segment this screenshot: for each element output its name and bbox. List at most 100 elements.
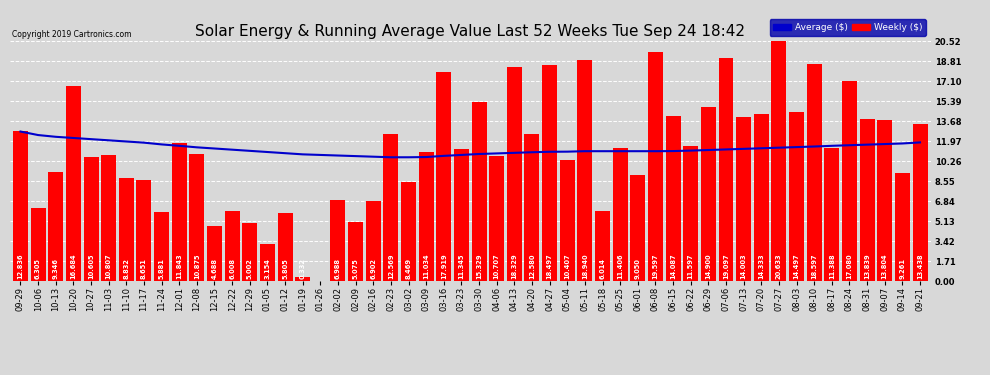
Text: 8.832: 8.832 xyxy=(124,258,130,279)
Bar xyxy=(348,222,363,281)
Bar xyxy=(631,176,645,281)
Bar xyxy=(119,178,134,281)
Text: 11.034: 11.034 xyxy=(423,254,429,279)
Bar xyxy=(101,155,116,281)
Text: 13.839: 13.839 xyxy=(864,254,870,279)
Text: 14.900: 14.900 xyxy=(705,254,712,279)
Bar xyxy=(789,112,804,281)
Bar xyxy=(842,81,857,281)
Bar xyxy=(683,146,698,281)
Bar xyxy=(171,143,187,281)
Bar xyxy=(913,124,928,281)
Bar xyxy=(753,114,769,281)
Legend: Average ($), Weekly ($): Average ($), Weekly ($) xyxy=(769,20,926,36)
Bar xyxy=(66,86,81,281)
Text: 9.261: 9.261 xyxy=(899,258,906,279)
Text: 5.002: 5.002 xyxy=(247,259,252,279)
Bar xyxy=(365,201,381,281)
Bar xyxy=(225,211,240,281)
Bar xyxy=(437,72,451,281)
Text: 0.332: 0.332 xyxy=(300,258,306,279)
Text: 18.329: 18.329 xyxy=(512,254,518,279)
Bar xyxy=(525,134,540,281)
Text: 11.843: 11.843 xyxy=(176,254,182,279)
Bar xyxy=(701,107,716,281)
Text: 5.881: 5.881 xyxy=(158,259,164,279)
Bar xyxy=(401,182,416,281)
Text: 8.651: 8.651 xyxy=(141,259,147,279)
Bar xyxy=(49,172,63,281)
Bar xyxy=(825,148,840,281)
Bar xyxy=(207,226,222,281)
Bar xyxy=(260,244,275,281)
Text: 18.940: 18.940 xyxy=(582,254,588,279)
Text: 14.497: 14.497 xyxy=(794,254,800,279)
Text: 11.597: 11.597 xyxy=(688,254,694,279)
Bar xyxy=(859,119,874,281)
Text: 11.345: 11.345 xyxy=(458,254,464,279)
Bar xyxy=(13,131,28,281)
Text: Copyright 2019 Cartronics.com: Copyright 2019 Cartronics.com xyxy=(12,30,132,39)
Text: 16.684: 16.684 xyxy=(70,254,76,279)
Bar xyxy=(189,154,204,281)
Text: 13.438: 13.438 xyxy=(917,254,923,279)
Text: 9.050: 9.050 xyxy=(635,259,641,279)
Bar xyxy=(559,159,575,281)
Bar xyxy=(419,152,434,281)
Bar xyxy=(31,207,46,281)
Text: 14.333: 14.333 xyxy=(758,254,764,279)
Text: 14.003: 14.003 xyxy=(741,254,746,279)
Bar xyxy=(877,120,892,281)
Bar xyxy=(719,58,734,281)
Bar xyxy=(807,64,822,281)
Text: 4.688: 4.688 xyxy=(212,258,218,279)
Text: 13.804: 13.804 xyxy=(882,254,888,279)
Text: 8.469: 8.469 xyxy=(406,258,412,279)
Bar xyxy=(137,180,151,281)
Text: 5.805: 5.805 xyxy=(282,259,288,279)
Text: 12.836: 12.836 xyxy=(18,254,24,279)
Bar xyxy=(647,52,663,281)
Text: 10.807: 10.807 xyxy=(106,254,112,279)
Bar xyxy=(383,134,398,281)
Text: 11.388: 11.388 xyxy=(829,254,835,279)
Text: 10.875: 10.875 xyxy=(194,254,200,279)
Text: 18.497: 18.497 xyxy=(546,254,552,279)
Text: 20.633: 20.633 xyxy=(776,254,782,279)
Bar xyxy=(454,148,469,281)
Text: 11.406: 11.406 xyxy=(617,254,623,279)
Text: 6.988: 6.988 xyxy=(335,258,341,279)
Text: 9.346: 9.346 xyxy=(52,258,58,279)
Bar xyxy=(489,156,504,281)
Bar xyxy=(595,211,610,281)
Text: 6.014: 6.014 xyxy=(600,258,606,279)
Bar xyxy=(737,117,751,281)
Bar xyxy=(665,117,680,281)
Text: 3.154: 3.154 xyxy=(264,259,270,279)
Text: 12.569: 12.569 xyxy=(388,254,394,279)
Text: 10.407: 10.407 xyxy=(564,254,570,279)
Text: 14.087: 14.087 xyxy=(670,254,676,279)
Text: 18.597: 18.597 xyxy=(811,254,817,279)
Title: Solar Energy & Running Average Value Last 52 Weeks Tue Sep 24 18:42: Solar Energy & Running Average Value Las… xyxy=(195,24,745,39)
Bar xyxy=(507,67,522,281)
Text: 10.605: 10.605 xyxy=(88,254,94,279)
Text: 6.902: 6.902 xyxy=(370,258,376,279)
Bar xyxy=(577,60,592,281)
Text: 6.008: 6.008 xyxy=(229,258,236,279)
Text: 19.097: 19.097 xyxy=(723,254,729,279)
Bar xyxy=(277,213,293,281)
Text: 17.080: 17.080 xyxy=(846,254,852,279)
Text: 6.305: 6.305 xyxy=(35,259,42,279)
Bar xyxy=(613,148,628,281)
Bar xyxy=(895,173,910,281)
Text: 19.597: 19.597 xyxy=(652,254,658,279)
Bar xyxy=(471,102,486,281)
Bar xyxy=(243,223,257,281)
Text: 12.580: 12.580 xyxy=(529,254,535,279)
Text: 17.919: 17.919 xyxy=(441,254,446,279)
Bar xyxy=(331,200,346,281)
Bar xyxy=(771,40,786,281)
Bar xyxy=(83,157,99,281)
Bar xyxy=(295,278,310,281)
